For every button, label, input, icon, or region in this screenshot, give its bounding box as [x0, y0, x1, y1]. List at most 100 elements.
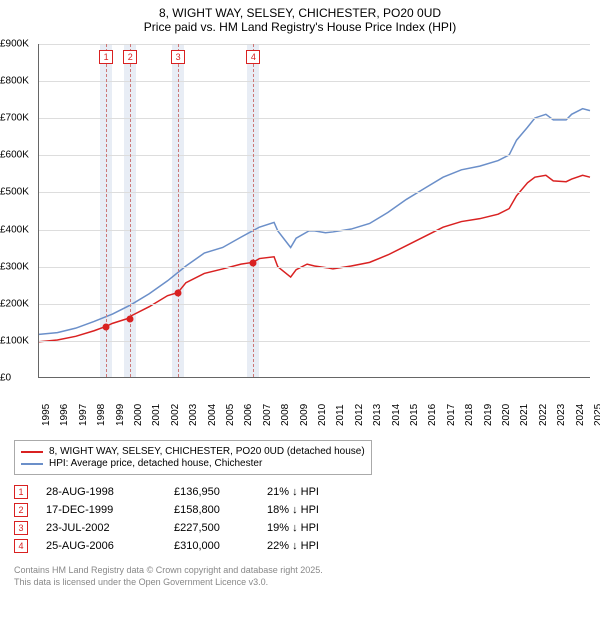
sale-number-box: 3 — [14, 521, 28, 535]
sale-number-box: 1 — [14, 485, 28, 499]
x-tick-label: 2000 — [133, 404, 144, 426]
sale-hpi-diff: 21% ↓ HPI — [267, 486, 362, 498]
footer-line-1: Contains HM Land Registry data © Crown c… — [14, 565, 586, 577]
x-tick-label: 2008 — [280, 404, 291, 426]
marker-number-box: 3 — [171, 50, 185, 64]
sales-table-row: 3 23-JUL-2002 £227,500 19% ↓ HPI — [14, 521, 586, 535]
grid-line — [39, 44, 590, 45]
hpi-line — [39, 109, 590, 335]
sale-date: 28-AUG-1998 — [46, 486, 156, 498]
x-tick-label: 1995 — [41, 404, 52, 426]
legend-row-property: 8, WIGHT WAY, SELSEY, CHICHESTER, PO20 0… — [21, 446, 365, 457]
grid-line — [39, 81, 590, 82]
sale-price: £227,500 — [174, 522, 249, 534]
plot: 12 3 4 — [38, 44, 590, 378]
marker-line — [253, 44, 254, 377]
y-tick-label: £300K — [0, 261, 29, 272]
sale-price: £136,950 — [174, 486, 249, 498]
marker-number-box: 1 — [99, 50, 113, 64]
x-tick-label: 2006 — [243, 404, 254, 426]
sale-hpi-diff: 22% ↓ HPI — [267, 540, 362, 552]
y-tick-label: £0 — [0, 373, 11, 384]
sales-table-row: 2 17-DEC-1999 £158,800 18% ↓ HPI — [14, 503, 586, 517]
x-tick-label: 1998 — [96, 404, 107, 426]
x-tick-label: 2019 — [483, 404, 494, 426]
grid-line — [39, 230, 590, 231]
below-chart: 8, WIGHT WAY, SELSEY, CHICHESTER, PO20 0… — [0, 440, 600, 553]
legend-label-hpi: HPI: Average price, detached house, Chic… — [49, 458, 262, 469]
marker-line — [178, 44, 179, 377]
footer: Contains HM Land Registry data © Crown c… — [0, 565, 600, 588]
x-tick-label: 2016 — [427, 404, 438, 426]
marker-line — [130, 44, 131, 377]
x-tick-label: 2018 — [464, 404, 475, 426]
x-tick-label: 1997 — [78, 404, 89, 426]
grid-line — [39, 304, 590, 305]
sale-dot — [175, 290, 182, 297]
x-tick-label: 2023 — [556, 404, 567, 426]
grid-line — [39, 155, 590, 156]
x-tick-label: 2007 — [262, 404, 273, 426]
sale-number-box: 4 — [14, 539, 28, 553]
x-tick-label: 2003 — [188, 404, 199, 426]
x-tick-label: 1996 — [59, 404, 70, 426]
x-tick-label: 2021 — [519, 404, 530, 426]
y-tick-label: £100K — [0, 335, 29, 346]
y-tick-label: £800K — [0, 76, 29, 87]
x-tick-label: 2009 — [299, 404, 310, 426]
sale-dot — [250, 259, 257, 266]
grid-line — [39, 341, 590, 342]
sale-dot — [103, 324, 110, 331]
sale-date: 23-JUL-2002 — [46, 522, 156, 534]
y-tick-label: £400K — [0, 224, 29, 235]
y-tick-label: £600K — [0, 150, 29, 161]
legend: 8, WIGHT WAY, SELSEY, CHICHESTER, PO20 0… — [14, 440, 372, 475]
y-tick-label: £500K — [0, 187, 29, 198]
sale-date: 25-AUG-2006 — [46, 540, 156, 552]
title-line-2: Price paid vs. HM Land Registry's House … — [0, 20, 600, 34]
sale-price: £158,800 — [174, 504, 249, 516]
chart-lines — [39, 44, 590, 377]
y-tick-label: £700K — [0, 113, 29, 124]
x-tick-label: 2014 — [391, 404, 402, 426]
sale-date: 17-DEC-1999 — [46, 504, 156, 516]
x-tick-label: 2013 — [372, 404, 383, 426]
sale-number-box: 2 — [14, 503, 28, 517]
y-tick-label: £200K — [0, 298, 29, 309]
sale-price: £310,000 — [174, 540, 249, 552]
x-tick-label: 2015 — [409, 404, 420, 426]
x-tick-label: 2012 — [354, 404, 365, 426]
grid-line — [39, 192, 590, 193]
footer-line-2: This data is licensed under the Open Gov… — [14, 577, 586, 589]
legend-label-property: 8, WIGHT WAY, SELSEY, CHICHESTER, PO20 0… — [49, 446, 365, 457]
marker-number-box: 2 — [123, 50, 137, 64]
x-tick-label: 2010 — [317, 404, 328, 426]
sales-table-row: 4 25-AUG-2006 £310,000 22% ↓ HPI — [14, 539, 586, 553]
legend-swatch-property — [21, 451, 43, 453]
x-tick-label: 2024 — [575, 404, 586, 426]
sales-table-row: 1 28-AUG-1998 £136,950 21% ↓ HPI — [14, 485, 586, 499]
y-tick-label: £900K — [0, 39, 29, 50]
x-axis-labels: 1995199619971998199920002001200220032004… — [38, 386, 590, 434]
x-tick-label: 2025 — [593, 404, 600, 426]
grid-line — [39, 118, 590, 119]
property-line — [39, 175, 590, 342]
x-tick-label: 2022 — [538, 404, 549, 426]
sale-hpi-diff: 19% ↓ HPI — [267, 522, 362, 534]
marker-number-box: 4 — [246, 50, 260, 64]
x-tick-label: 2004 — [207, 404, 218, 426]
x-tick-label: 2020 — [501, 404, 512, 426]
sales-table: 1 28-AUG-1998 £136,950 21% ↓ HPI 2 17-DEC-199… — [14, 485, 586, 553]
plot-area: £0 £100K £200K £300K £400K £500K £600K £700K £80… — [0, 36, 600, 386]
x-tick-label: 2017 — [446, 404, 457, 426]
chart-container: 8, WIGHT WAY, SELSEY, CHICHESTER, PO20 0… — [0, 0, 600, 588]
x-tick-label: 2002 — [170, 404, 181, 426]
grid-line — [39, 267, 590, 268]
x-tick-label: 2011 — [335, 404, 346, 426]
sale-dot — [127, 315, 134, 322]
legend-swatch-hpi — [21, 463, 43, 465]
legend-row-hpi: HPI: Average price, detached house, Chic… — [21, 458, 365, 469]
title-line-1: 8, WIGHT WAY, SELSEY, CHICHESTER, PO20 0… — [0, 6, 600, 20]
sale-hpi-diff: 18% ↓ HPI — [267, 504, 362, 516]
x-tick-label: 2005 — [225, 404, 236, 426]
